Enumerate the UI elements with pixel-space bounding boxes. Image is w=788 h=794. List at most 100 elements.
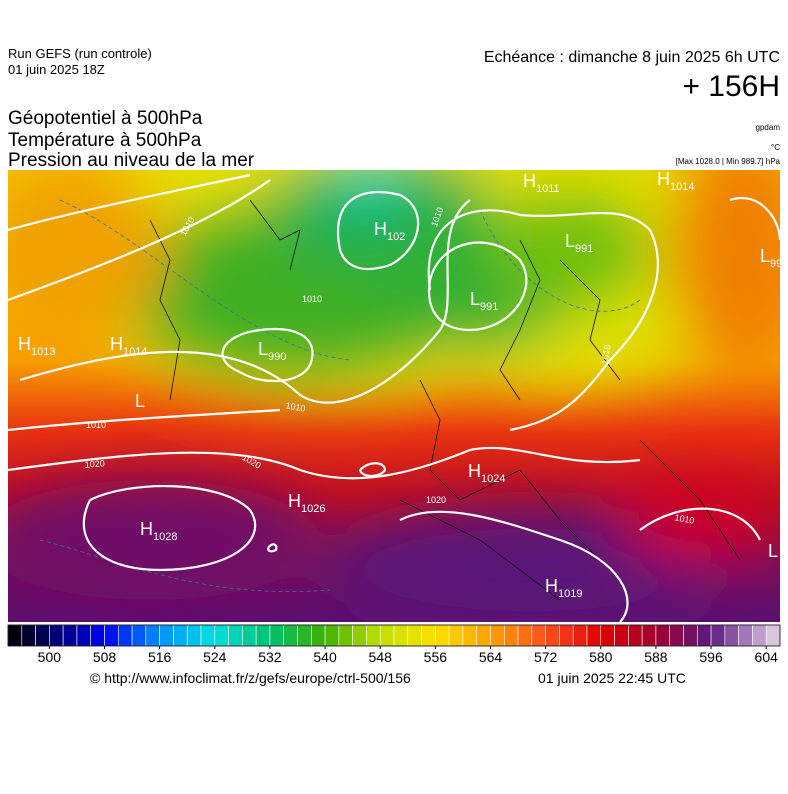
pressure-center: L99 (760, 246, 782, 270)
colorbar-tick-label: 556 (424, 649, 448, 665)
color-swatch (545, 624, 560, 647)
color-swatch (531, 624, 546, 647)
center-symbol: L (258, 339, 268, 359)
colorbar-tick-label: 532 (258, 649, 282, 665)
center-value: 1013 (31, 346, 55, 358)
color-swatch (104, 624, 119, 647)
colorbar-tick-label: 508 (93, 649, 117, 665)
color-swatch (35, 624, 50, 647)
color-swatch (255, 624, 271, 647)
color-swatch (614, 624, 629, 647)
center-value: 1019 (558, 588, 582, 600)
center-symbol: L (135, 391, 145, 411)
color-swatch (366, 624, 381, 647)
color-swatch (738, 624, 753, 647)
pressure-range: [Max 1028.0 | Min 989.7] hPa (676, 157, 781, 166)
color-swatch (572, 624, 588, 647)
color-swatch (324, 624, 340, 647)
isobar-label: 1020 (84, 458, 105, 470)
pressure-center: H1028 (140, 519, 177, 543)
color-swatch (131, 624, 147, 647)
center-value: 1024 (481, 473, 505, 485)
color-swatch (752, 624, 767, 647)
center-value: 102 (387, 231, 405, 243)
color-swatch (407, 624, 422, 647)
pressure-center: L (768, 541, 778, 561)
colorbar-tick-label: 604 (755, 649, 779, 665)
pressure-center: L (135, 391, 145, 411)
colorbar-tick-label: 500 (38, 649, 62, 665)
color-swatch (49, 624, 64, 647)
title-line: Température à 500hPa (8, 130, 202, 151)
isobar-label: 1020 (426, 495, 446, 505)
color-swatch (600, 624, 615, 647)
color-swatch (586, 624, 602, 647)
color-swatch (21, 624, 36, 647)
center-value: 99 (770, 258, 782, 270)
color-swatch (683, 624, 698, 647)
isobar-label: 1010 (285, 400, 306, 413)
color-swatch (186, 624, 202, 647)
center-value: 990 (268, 351, 286, 363)
color-swatch (117, 624, 133, 647)
center-symbol: H (110, 334, 123, 354)
valid-time: Echéance : dimanche 8 juin 2025 6h UTC (484, 49, 780, 66)
color-swatch (159, 624, 174, 647)
unit-geo: gpdam (756, 123, 781, 132)
color-swatch (462, 624, 478, 647)
isobar-label: 1010 (302, 294, 322, 304)
pressure-center: H1026 (288, 491, 325, 515)
color-swatch (393, 624, 409, 647)
colorbar-tick-label: 572 (534, 649, 558, 665)
color-swatch (628, 624, 643, 647)
pressure-center: H1011 (523, 171, 560, 195)
center-value: 1028 (153, 531, 177, 543)
colorbar-tick-label: 596 (699, 649, 723, 665)
color-swatch (269, 624, 285, 647)
colorbar-tick-label: 564 (479, 649, 503, 665)
title-line: Géopotentiel à 500hPa (8, 108, 203, 129)
color-swatch (765, 624, 781, 647)
color-swatch (559, 624, 574, 647)
color-swatch (710, 624, 726, 647)
unit-temp: °C (771, 143, 780, 152)
isobar-label: 1010 (674, 512, 695, 525)
color-swatch (62, 624, 78, 647)
color-swatch (669, 624, 684, 647)
color-swatch (297, 624, 312, 647)
color-swatch (724, 624, 739, 647)
colorbar-frame (7, 624, 781, 647)
center-value: 1011 (536, 183, 560, 195)
color-swatch (214, 624, 229, 647)
run-label: Run GEFS (run controle) (8, 46, 152, 61)
isobar-label: 1010 (599, 344, 612, 365)
pressure-center: H1014 (657, 169, 694, 193)
center-symbol: H (288, 491, 301, 511)
color-swatch (200, 624, 216, 647)
center-symbol: L (768, 541, 778, 561)
color-swatch (517, 624, 533, 647)
colorbar-tick-label: 524 (203, 649, 227, 665)
pressure-center: H1019 (545, 576, 582, 600)
color-swatch (490, 624, 505, 647)
color-swatch (228, 624, 243, 647)
colorbar-tick-label: 588 (644, 649, 668, 665)
pressure-center: L990 (258, 339, 286, 363)
color-swatch (421, 624, 436, 647)
colorbar-tick-label: 516 (148, 649, 172, 665)
color-swatch (476, 624, 491, 647)
center-value: 991 (480, 301, 498, 313)
pressure-center: H1024 (468, 461, 505, 485)
center-value: 1014 (670, 181, 694, 193)
pressure-center: H1014 (110, 334, 147, 358)
pressure-center: L991 (565, 231, 593, 255)
run-date: 01 juin 2025 18Z (8, 62, 105, 77)
color-swatch (76, 624, 92, 647)
center-symbol: L (565, 231, 575, 251)
color-swatch (90, 624, 105, 647)
lead-time: + 156H (682, 70, 780, 103)
color-swatch (145, 624, 160, 647)
center-value: 1026 (301, 503, 325, 515)
